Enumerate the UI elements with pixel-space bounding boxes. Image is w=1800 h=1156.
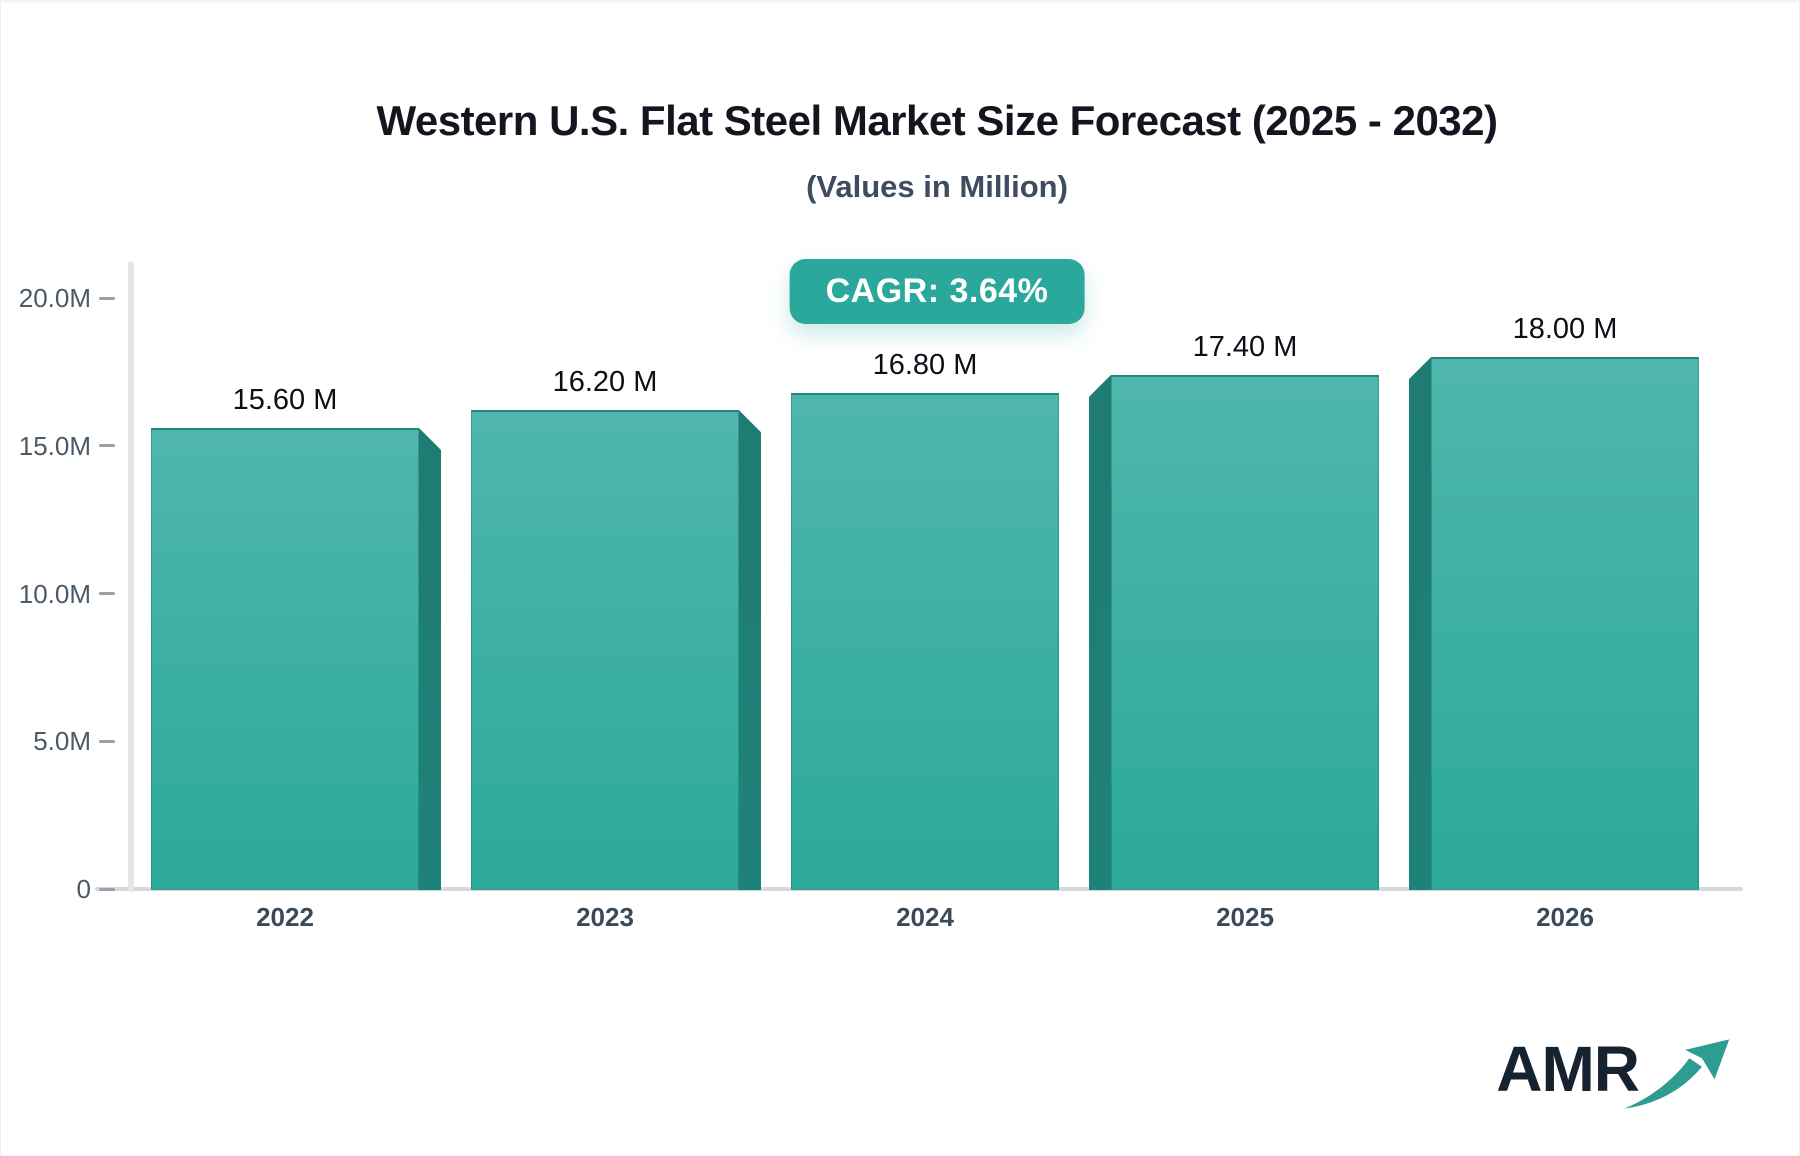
- y-axis-tick-label: 0: [76, 874, 91, 904]
- bar-side-face: [1409, 357, 1431, 890]
- bar-value-label: 15.60 M: [232, 384, 338, 417]
- bar-side-face: [419, 428, 441, 890]
- x-axis-label: 2026: [1536, 902, 1594, 932]
- y-axis-tick-mark: [99, 444, 115, 448]
- y-axis-tick-label: 20.0M: [18, 283, 91, 313]
- amr-logo-arrow-icon: [1624, 1039, 1730, 1109]
- plot-area: 0 5.0M 10.0M 15.0M 20.0M 15.60 M 2022 16.20 M 20…: [1, 3, 1799, 1155]
- x-axis-label: 2023: [576, 902, 634, 932]
- bar-value-label: 18.00 M: [1512, 313, 1618, 346]
- bar-front-face: [151, 428, 419, 890]
- x-axis-label: 2024: [896, 902, 954, 932]
- x-axis-label: 2022: [256, 902, 314, 932]
- bar-front-face: [1111, 374, 1379, 890]
- bar-front-face: [1431, 357, 1699, 890]
- bar-value-label: 17.40 M: [1192, 330, 1298, 363]
- chart-subtitle: (Values in Million): [806, 169, 1068, 204]
- y-axis-tick-mark: [99, 296, 115, 300]
- bar-front-face: [791, 392, 1059, 890]
- y-axis-tick-label: 15.0M: [18, 430, 91, 461]
- amr-logo: AMR: [1496, 1027, 1741, 1111]
- chart-title: Western U.S. Flat Steel Market Size Fore…: [376, 97, 1498, 144]
- x-axis-label: 2025: [1216, 902, 1274, 932]
- y-axis-tick-mark: [99, 739, 115, 743]
- bar-value-label: 16.20 M: [552, 366, 658, 399]
- y-axis-tick-mark: [99, 887, 115, 891]
- amr-logo-text: AMR: [1496, 1033, 1640, 1105]
- y-axis-tick-mark: [99, 592, 115, 595]
- cagr-badge: CAGR: 3.64%: [789, 259, 1085, 324]
- bar-side-face: [1089, 374, 1111, 890]
- y-axis-tick-label: 5.0M: [33, 726, 91, 757]
- y-axis-line: [128, 261, 134, 892]
- bar-side-face: [739, 410, 761, 890]
- y-axis-tick-label: 10.0M: [18, 578, 91, 609]
- bar-front-face: [471, 410, 739, 890]
- bar-value-label: 16.80 M: [872, 348, 978, 381]
